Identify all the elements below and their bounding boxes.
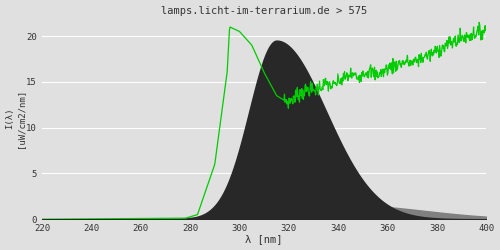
X-axis label: λ [nm]: λ [nm] [246, 234, 283, 244]
Y-axis label: I(λ)
[uW/cm2/nm]: I(λ) [uW/cm2/nm] [6, 89, 25, 148]
Title: lamps.licht-im-terrarium.de > 575: lamps.licht-im-terrarium.de > 575 [161, 6, 368, 16]
